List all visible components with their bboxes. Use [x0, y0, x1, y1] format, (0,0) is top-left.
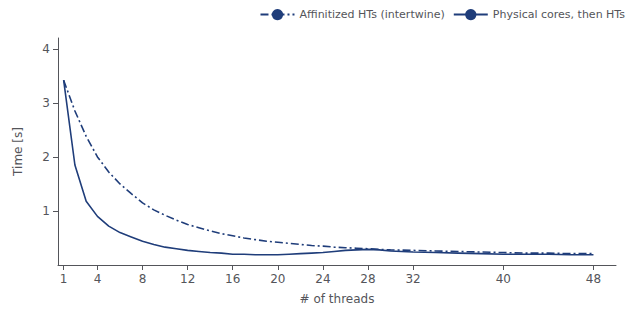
svg-text:28: 28	[360, 272, 375, 286]
svg-text:3: 3	[42, 96, 50, 110]
svg-text:4: 4	[42, 42, 50, 56]
svg-text:1: 1	[42, 204, 50, 218]
svg-text:1: 1	[60, 272, 68, 286]
svg-text:Physical cores, then HTs: Physical cores, then HTs	[493, 8, 625, 21]
svg-text:2: 2	[42, 150, 50, 164]
svg-text:12: 12	[180, 272, 195, 286]
svg-text:16: 16	[225, 272, 240, 286]
svg-text:20: 20	[270, 272, 285, 286]
svg-text:48: 48	[586, 272, 601, 286]
svg-text:8: 8	[139, 272, 147, 286]
svg-text:4: 4	[94, 272, 102, 286]
svg-text:24: 24	[315, 272, 330, 286]
svg-text:# of threads: # of threads	[300, 292, 375, 306]
svg-text:Affinitized HTs (intertwine): Affinitized HTs (intertwine)	[299, 8, 444, 21]
svg-text:32: 32	[405, 272, 420, 286]
svg-text:Time [s]: Time [s]	[11, 127, 25, 177]
svg-text:40: 40	[496, 272, 511, 286]
